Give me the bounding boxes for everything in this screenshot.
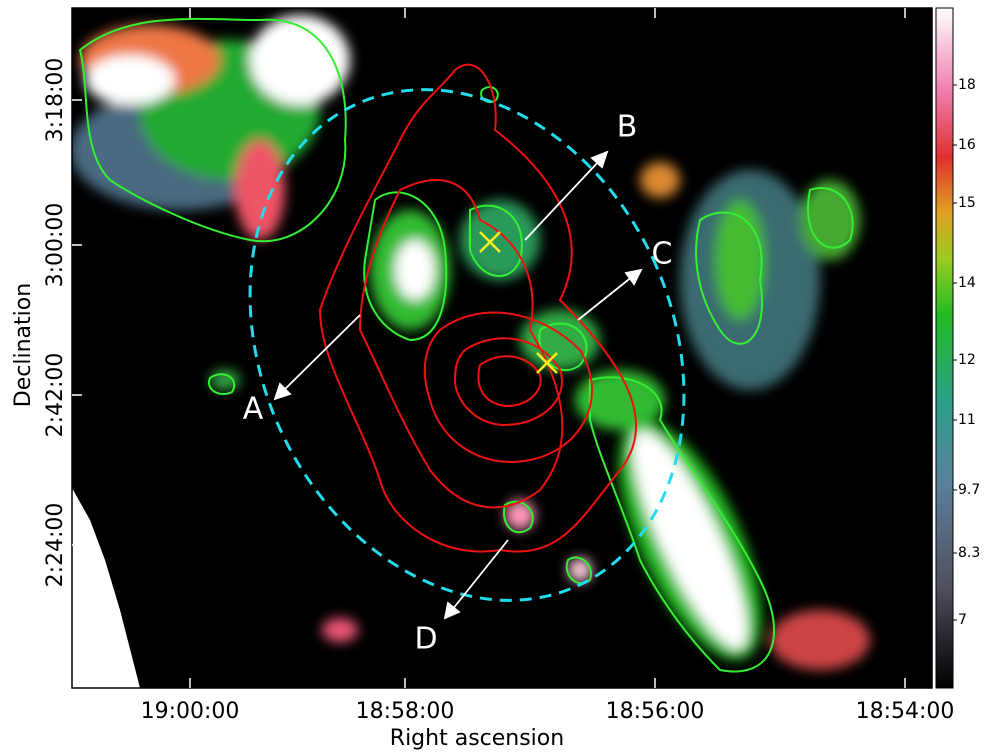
- x-axis-label: Right ascension: [390, 726, 564, 751]
- colorbar-label: 7: [958, 612, 967, 628]
- sky-image: A B C D E: [70, 8, 932, 688]
- colorbar-label: 12: [958, 352, 976, 368]
- y-tick-label: 3:18:00: [43, 58, 68, 143]
- x-tick-label: 18:58:00: [356, 699, 455, 724]
- colorbar-ticks: [953, 85, 957, 620]
- y-tick-label: 2:24:00: [43, 503, 68, 588]
- colorbar-label: 15: [958, 195, 976, 211]
- colorbar-label: 9.7: [958, 482, 980, 498]
- y-axis-label: Declination: [11, 283, 36, 407]
- x-tick-label: 18:56:00: [606, 699, 705, 724]
- colorbar-label: 16: [958, 137, 976, 153]
- y-tick-label: 3:00:00: [43, 203, 68, 288]
- figure: A B C D E 19:00:00 18:58:00 18:56:00 18:…: [0, 0, 986, 752]
- x-tick-label: 18:54:00: [856, 699, 955, 724]
- region-label: E: [691, 522, 710, 557]
- colorbar-label: 18: [958, 77, 976, 93]
- region-label: A: [243, 392, 264, 427]
- y-tick-label: 2:42:00: [43, 353, 68, 438]
- colorbar-label: 8.3: [958, 545, 980, 561]
- region-label: D: [414, 622, 437, 657]
- colorbar-label: 14: [958, 275, 976, 291]
- colorbar-label: 11: [958, 412, 976, 428]
- region-label: C: [652, 237, 673, 272]
- colorbar: [936, 8, 953, 688]
- x-tick-label: 19:00:00: [141, 699, 240, 724]
- region-label: B: [617, 110, 638, 145]
